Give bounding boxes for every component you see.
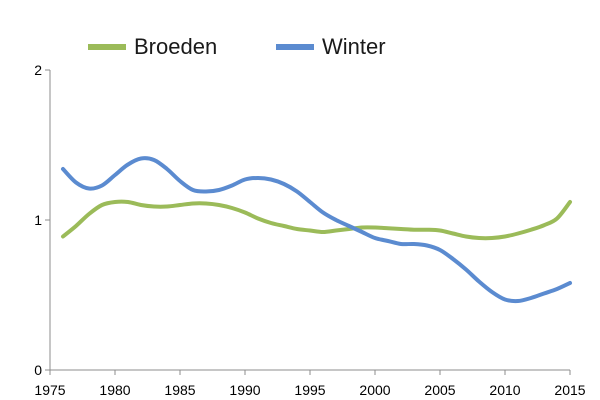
x-tick-label: 2005: [424, 382, 455, 398]
y-tick-label: 1: [34, 212, 42, 228]
legend: Broeden Winter: [0, 30, 600, 64]
legend-label-winter: Winter: [322, 34, 386, 59]
x-tick-label: 1975: [34, 382, 65, 398]
legend-label-broeden: Broeden: [134, 34, 218, 59]
x-tick-label: 1980: [99, 382, 130, 398]
x-tick-label: 1985: [164, 382, 195, 398]
x-tick-label: 2010: [489, 382, 520, 398]
chart-axes: 0 1 2 1975 1980 1985 1990 1995 2000 2005 2010 2015: [34, 62, 586, 398]
x-tick-label: 2000: [359, 382, 390, 398]
y-tick-label: 0: [34, 362, 42, 378]
legend-swatch-winter: [276, 44, 314, 50]
series-line-broeden: [61, 199, 572, 241]
x-tick-label: 2015: [554, 382, 585, 398]
chart-series: [61, 156, 572, 304]
y-tick-label: 2: [34, 62, 42, 78]
legend-item-broeden[interactable]: Broeden: [88, 30, 217, 64]
legend-item-winter[interactable]: Winter: [276, 30, 386, 64]
series-line-winter: [61, 156, 572, 304]
x-tick-label: 1995: [294, 382, 325, 398]
legend-swatch-broeden: [88, 44, 126, 50]
x-tick-label: 1990: [229, 382, 260, 398]
